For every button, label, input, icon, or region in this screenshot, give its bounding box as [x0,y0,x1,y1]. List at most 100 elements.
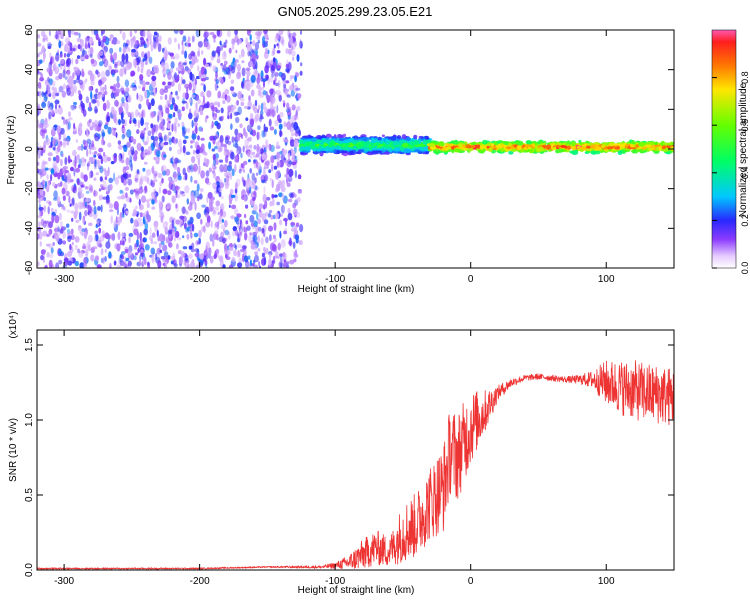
spectrogram-noise-mark [286,121,291,130]
spectrogram-noise-mark [218,186,223,193]
spectrogram-noise-mark [186,233,190,240]
spectrogram-noise-mark [57,106,63,115]
spectrogram-noise-mark [37,261,40,267]
spectrogram-noise-mark [154,223,158,233]
spectrogram-noise-mark [177,175,182,181]
spectrogram-noise-mark [291,149,296,158]
spectrogram-noise-mark [265,48,269,54]
spectrogram-noise-mark [166,117,171,122]
spectrogram-noise-mark [182,235,185,239]
y-tick-label: 60 [24,24,35,36]
spectrogram-noise-mark [42,169,47,176]
spectrogram-noise-mark [211,50,216,57]
spectrogram-noise-mark [220,141,224,147]
spectrogram-noise-mark [62,206,66,211]
spectrogram-noise-mark [244,131,248,139]
spectrogram-noise-mark [122,207,125,215]
spectrogram-noise-mark [155,140,159,148]
spectrogram-signal-mark [655,147,659,151]
spectrogram-noise-mark [195,149,200,155]
spectrogram-noise-mark [74,202,79,211]
spectrogram-signal-mark [515,140,519,145]
spectrogram-noise-mark [268,77,274,83]
spectrogram-noise-mark [105,185,111,194]
spectrogram-noise-mark [163,88,169,94]
spectrogram-noise-mark [190,175,193,183]
spectrogram-noise-mark [64,156,68,166]
spectrogram-noise-mark [134,79,137,85]
spectrogram-noise-mark [224,60,228,65]
spectrogram-noise-mark [276,161,280,168]
spectrogram-noise-mark [110,161,115,165]
spectrogram-noise-mark [118,47,122,53]
spectrogram-noise-mark [217,211,220,216]
spectrogram-noise-mark [143,30,146,38]
spectrogram-noise-mark [270,65,276,74]
spectrogram-noise-mark [289,193,294,199]
spectrogram-noise-mark [218,236,224,243]
spectrogram-noise-mark [85,198,91,203]
spectrogram-noise-mark [191,133,197,140]
spectrogram-noise-mark [166,100,170,106]
spectrogram-noise-mark [103,124,109,130]
spectrogram-noise-mark [85,78,88,82]
spectrogram-noise-mark [174,157,179,164]
spectrogram-noise-mark [240,48,245,58]
spectrogram-noise-mark [152,178,158,183]
spectrogram-noise-mark [37,142,40,146]
spectrogram-noise-mark [68,195,71,204]
spectrogram-noise-mark [276,43,279,47]
spectrogram-noise-mark [159,95,163,100]
spectrogram-noise-mark [249,186,252,194]
spectrogram-noise-mark [238,168,242,174]
spectrogram-noise-mark [40,218,45,227]
spectrogram-noise-mark [38,184,43,191]
spectrogram-noise-mark [130,38,133,48]
spectrogram-noise-mark [81,228,86,232]
spectrogram-noise-mark [273,44,276,49]
spectrogram-noise-mark [191,259,195,266]
spectrogram-noise-mark [79,262,85,268]
spectrogram-noise-mark [103,58,109,68]
spectrogram-noise-mark [253,116,259,123]
spectrogram-noise-mark [138,43,143,48]
spectrogram-noise-mark [43,196,46,202]
spectrogram-noise-mark [209,255,214,264]
spectrogram-noise-mark [231,38,235,42]
spectrogram-noise-mark [292,202,297,209]
spectrogram-noise-mark [184,50,188,59]
spectrogram-noise-mark [93,154,97,158]
spectrogram-noise-mark [164,52,168,60]
spectrogram-noise-mark [154,136,159,142]
spectrogram-noise-mark [242,145,245,153]
spectrogram-noise-mark [120,111,124,121]
spectrogram-signal-mark [371,150,378,155]
spectrogram-noise-mark [197,158,201,166]
spectrogram-noise-mark [100,157,104,164]
spectrogram-noise-mark [72,159,77,167]
spectrogram-noise-mark [115,132,118,138]
spectrogram-noise-mark [260,237,264,246]
spectrogram-signal-mark [389,136,397,141]
spectrogram-noise-mark [255,225,259,234]
spectrogram-noise-mark [272,243,277,252]
spectrogram-signal-mark [358,143,362,147]
spectrogram-noise-mark [257,125,261,131]
spectrogram-noise-mark [77,201,83,210]
spectrogram-noise-mark [234,182,238,191]
spectrogram-noise-mark [173,263,178,268]
spectrogram-noise-mark [104,36,110,46]
spectrogram-noise-mark [188,165,192,170]
spectrogram-signal-mark [630,144,634,148]
spectrogram-noise-mark [222,264,226,268]
spectrogram-noise-mark [230,215,236,220]
y-tick-label: 1.5 [24,338,35,352]
spectrogram-noise-mark [149,227,152,236]
spectrogram-noise-mark [59,53,63,59]
spectrogram-noise-mark [268,169,272,174]
spectrogram-noise-mark [52,197,58,201]
spectrogram-noise-mark [205,170,210,177]
spectrogram-noise-mark [213,37,216,43]
spectrogram-noise-mark [47,83,51,91]
spectrogram-signal-mark [336,145,341,150]
